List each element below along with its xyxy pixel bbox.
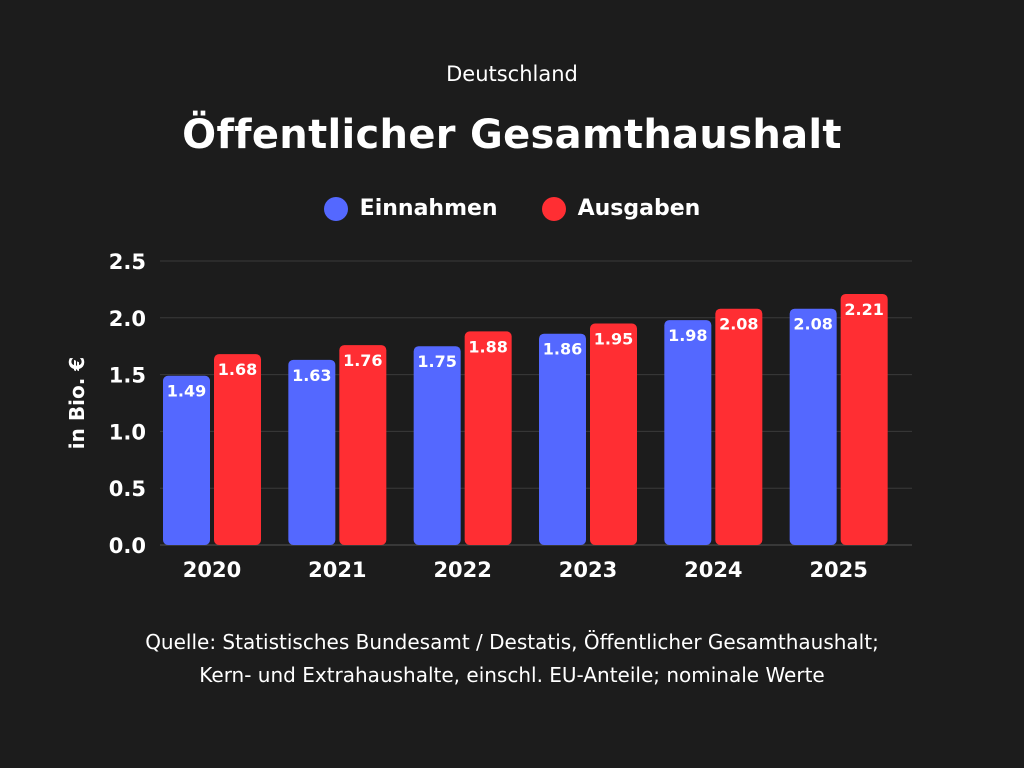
bar-einnahmen-2022 — [413, 346, 461, 545]
data-label: 1.49 — [167, 382, 206, 401]
legend-label-einnahmen: Einnahmen — [359, 196, 498, 221]
bar-einnahmen-2024 — [664, 320, 712, 545]
bar-ausgaben-2020 — [214, 354, 261, 545]
y-tick-label: 2.0 — [109, 307, 146, 331]
data-label: 1.63 — [292, 366, 331, 385]
legend-item-einnahmen[interactable]: Einnahmen — [323, 196, 498, 221]
x-tick-label: 2021 — [308, 558, 366, 582]
bar-ausgaben-2025 — [840, 293, 888, 545]
bar-einnahmen-2021 — [288, 359, 336, 545]
y-tick-label: 1.0 — [109, 420, 146, 444]
x-tick-label: 2023 — [559, 558, 617, 582]
data-label: 1.75 — [417, 352, 456, 371]
bar-ausgaben-2023 — [590, 323, 637, 545]
chart-subtitle: Deutschland — [446, 62, 578, 86]
source-line-2: Kern- und Extrahaushalte, einschl. EU-An… — [199, 663, 825, 687]
y-tick-label: 0.5 — [109, 477, 146, 501]
legend-item-ausgaben[interactable]: Ausgaben — [541, 196, 701, 221]
source-line-1: Quelle: Statistisches Bundesamt / Destat… — [145, 630, 879, 654]
y-tick-label: 2.5 — [109, 250, 146, 274]
chart-title: Öffentlicher Gesamthaushalt — [182, 112, 842, 158]
y-axis-label: in Bio. € — [65, 357, 89, 449]
x-tick-label: 2025 — [809, 558, 867, 582]
bar-einnahmen-2025 — [789, 308, 837, 545]
y-tick-label: 0.0 — [109, 534, 146, 558]
data-label: 2.08 — [719, 315, 758, 334]
data-label: 1.86 — [543, 340, 582, 359]
data-label: 1.76 — [343, 351, 382, 370]
data-label: 2.21 — [844, 300, 883, 319]
bar-einnahmen-2023 — [539, 333, 586, 545]
x-tick-label: 2020 — [183, 558, 241, 582]
y-tick-label: 1.5 — [109, 364, 146, 388]
bar-ausgaben-2024 — [715, 308, 763, 545]
bar-einnahmen-2020 — [163, 375, 210, 545]
legend-label-ausgaben: Ausgaben — [577, 196, 701, 221]
x-tick-label: 2024 — [684, 558, 742, 582]
data-label: 1.95 — [594, 329, 633, 348]
legend-swatch-ausgaben — [541, 196, 566, 221]
chart-legend: Einnahmen Ausgaben — [0, 196, 1024, 221]
data-label: 2.08 — [793, 315, 832, 334]
data-label: 1.68 — [218, 360, 257, 379]
bar-ausgaben-2022 — [464, 331, 512, 545]
data-label: 1.98 — [668, 326, 707, 345]
bar-chart: 0.0 0.5 1.0 1.5 2.0 2.5 in Bio. € 1.49 1.68 2020 1… — [65, 250, 912, 582]
source-note: Quelle: Statistisches Bundesamt / Destat… — [0, 626, 1024, 692]
data-label: 1.88 — [468, 337, 507, 356]
x-tick-label: 2022 — [433, 558, 491, 582]
bar-ausgaben-2021 — [339, 345, 387, 545]
legend-swatch-einnahmen — [323, 196, 348, 221]
